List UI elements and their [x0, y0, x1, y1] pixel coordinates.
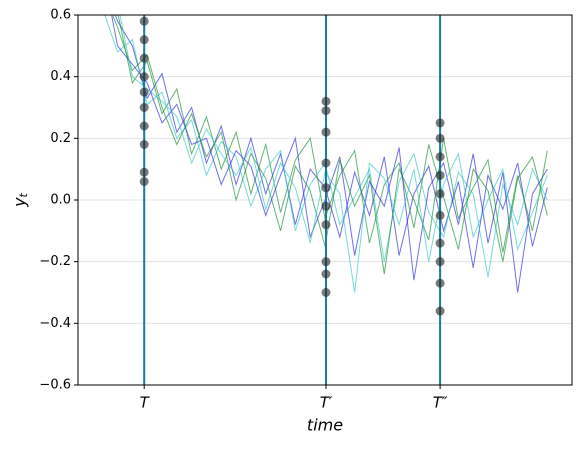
point-marker	[435, 238, 445, 248]
point-marker	[435, 118, 445, 128]
point-marker	[139, 72, 149, 82]
point-marker	[435, 306, 445, 316]
point-marker	[139, 35, 149, 45]
point-marker	[321, 201, 331, 211]
point-marker	[139, 177, 149, 186]
point-marker	[435, 170, 445, 180]
point-marker	[435, 133, 445, 143]
x-tick-label: T″	[433, 394, 448, 412]
point-marker	[321, 269, 331, 279]
point-marker	[321, 183, 331, 193]
point-marker	[321, 220, 331, 230]
point-marker	[139, 53, 149, 63]
y-label-sub: t	[17, 192, 30, 197]
x-axis-label: time	[307, 416, 343, 435]
marker-group	[139, 16, 445, 316]
point-marker	[321, 96, 331, 106]
x-tick-label: T	[140, 394, 151, 412]
point-marker	[435, 152, 445, 162]
y-tick-label: 0.4	[50, 69, 71, 84]
y-tick-label: −0.6	[39, 378, 71, 393]
point-marker	[139, 140, 149, 149]
point-marker	[321, 257, 331, 267]
point-marker	[435, 257, 445, 267]
x-tick-label: T′	[320, 394, 333, 412]
y-label-main: y	[10, 197, 29, 208]
point-marker	[139, 103, 149, 112]
y-tick-label: 0.2	[50, 131, 71, 146]
point-marker	[435, 210, 445, 220]
y-axis-label: yt	[10, 192, 31, 207]
y-tick-label: −0.4	[39, 316, 71, 331]
point-marker	[321, 288, 331, 297]
point-marker	[139, 121, 149, 131]
point-marker	[139, 167, 149, 177]
point-marker	[139, 16, 149, 26]
point-marker	[321, 158, 331, 168]
point-marker	[435, 278, 445, 288]
y-tick-label: 0.6	[50, 8, 71, 23]
y-tick-label: 0.0	[50, 193, 71, 208]
point-marker	[435, 189, 445, 199]
point-marker	[321, 106, 331, 116]
point-marker	[139, 87, 149, 97]
point-marker	[321, 127, 331, 137]
y-tick-label: −0.2	[39, 254, 71, 269]
